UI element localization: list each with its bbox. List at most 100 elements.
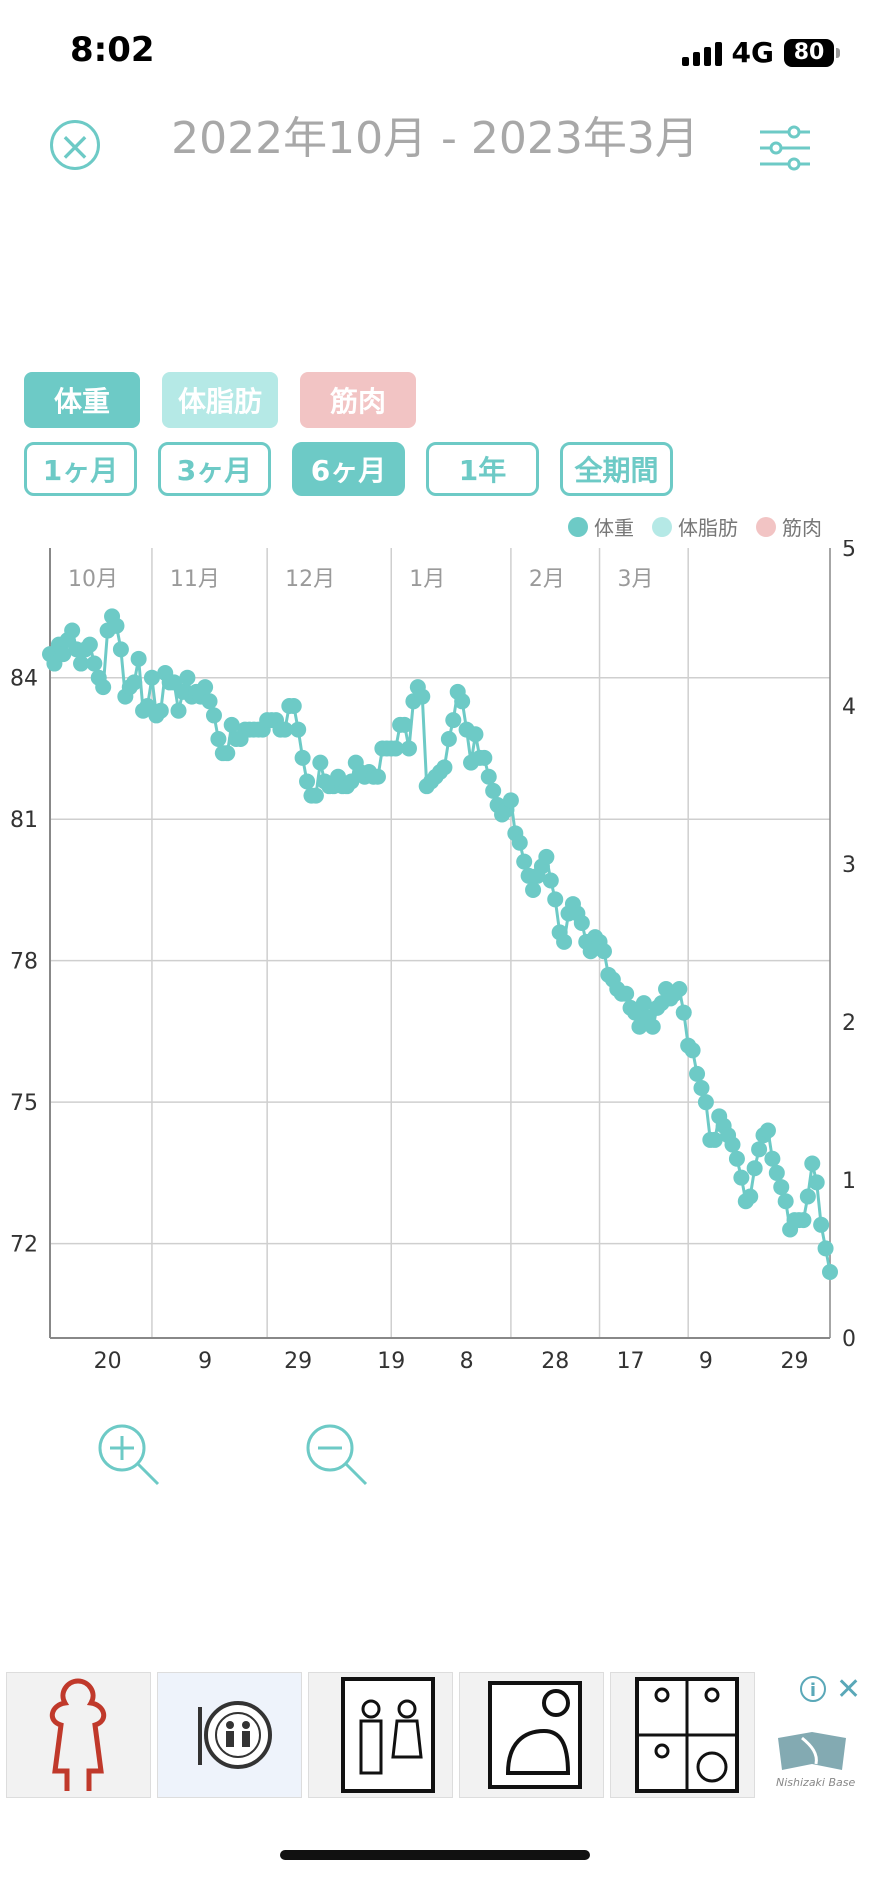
right-tick-label: 2 (842, 1011, 856, 1036)
period-6-months[interactable]: 6ヶ月 (292, 442, 405, 496)
data-point-weight (538, 848, 555, 865)
x-tick-label: 9 (198, 1349, 212, 1374)
month-label: 3月 (618, 567, 654, 592)
data-point-weight (294, 749, 311, 766)
ad-image-3[interactable] (308, 1672, 453, 1798)
ad-image-1[interactable] (6, 1672, 151, 1798)
ad-image-2[interactable] (157, 1672, 302, 1798)
filter-settings-icon[interactable] (758, 124, 812, 172)
data-point-weight (112, 641, 129, 658)
ad-image-4[interactable] (459, 1672, 604, 1798)
chip-muscle[interactable]: 筋肉 (300, 372, 416, 428)
data-point-weight (152, 702, 169, 719)
data-point-weight (179, 669, 196, 686)
zoom-in-icon[interactable] (94, 1420, 164, 1490)
close-button[interactable]: × (50, 120, 100, 170)
header: × 2022年10月 - 2023年3月 (0, 100, 870, 190)
data-point-weight (290, 721, 307, 738)
right-tick-label: 1 (842, 1169, 856, 1194)
data-point-weight (525, 881, 542, 898)
legend-label-weight: 体重 (594, 516, 634, 540)
data-point-weight (276, 721, 293, 738)
data-point-weight (436, 759, 453, 776)
data-point-weight (396, 716, 413, 733)
network-type: 4G (731, 36, 774, 69)
x-tick-label: 19 (377, 1349, 405, 1374)
data-point-weight (285, 698, 302, 714)
right-tick-label: 5 (842, 540, 856, 562)
zoom-out-icon[interactable] (302, 1420, 372, 1490)
data-point-weight (64, 622, 81, 639)
status-time: 8:02 (70, 30, 155, 70)
ad-brand-name: Nishizaki Base (776, 1776, 856, 1789)
period-3-months[interactable]: 3ヶ月 (158, 442, 271, 496)
chip-weight[interactable]: 体重 (24, 372, 140, 428)
data-point-weight (387, 740, 404, 757)
data-point-weight (706, 1131, 723, 1148)
month-label: 10月 (68, 567, 118, 592)
data-point-weight (480, 768, 497, 785)
data-point-weight (86, 655, 103, 672)
month-label: 11月 (170, 567, 220, 592)
data-point-weight (467, 726, 484, 743)
x-tick-label: 8 (460, 1349, 474, 1374)
weight-chart[interactable]: 10月 11月 12月 1月 2月 3月 84 81 78 75 72 5 4 3 2 1 0 20 9 29 19 8 2… (0, 540, 870, 1400)
month-label: 12月 (285, 567, 335, 592)
data-point-weight (143, 669, 160, 686)
data-point-weight (822, 1263, 838, 1280)
ad-close-icon[interactable]: ✕ (836, 1672, 862, 1707)
ad-info-icon[interactable]: i (800, 1676, 826, 1702)
period-all[interactable]: 全期間 (560, 442, 673, 496)
left-tick-label: 81 (10, 808, 38, 833)
ad-multi-sign-icon (635, 1677, 739, 1793)
data-point-weight (95, 679, 112, 696)
data-point-weight (108, 617, 125, 634)
data-point-weight (804, 1155, 821, 1172)
data-point-weight (205, 707, 222, 724)
data-point-weight (808, 1174, 825, 1191)
x-tick-label: 29 (284, 1349, 312, 1374)
legend-label-body-fat: 体脂肪 (678, 516, 738, 540)
data-point-weight (55, 646, 72, 663)
ad-image-5[interactable] (610, 1672, 755, 1798)
data-point-weight (201, 693, 218, 710)
data-point-weight (817, 1240, 834, 1257)
data-point-weight (440, 731, 457, 748)
data-point-weight (684, 1042, 701, 1059)
data-point-weight (369, 768, 386, 785)
status-bar: 8:02 4G 80 (0, 0, 870, 100)
data-point-weight (675, 1004, 692, 1021)
battery-icon: 80 (784, 38, 840, 67)
chip-body-fat[interactable]: 体脂肪 (162, 372, 278, 428)
ad-nursing-sign-icon (488, 1681, 582, 1789)
data-point-weight (210, 731, 227, 748)
status-indicators: 4G 80 (681, 36, 840, 69)
ad-figure-red-icon (49, 1678, 107, 1791)
data-point-weight (773, 1179, 790, 1196)
close-icon: × (58, 124, 92, 170)
period-1-month[interactable]: 1ヶ月 (24, 442, 137, 496)
period-1-year[interactable]: 1年 (426, 442, 539, 496)
x-tick-label: 9 (699, 1349, 713, 1374)
data-point-weight (542, 872, 559, 889)
x-tick-label: 28 (541, 1349, 569, 1374)
x-tick-label: 17 (617, 1349, 645, 1374)
data-point-weight (795, 1212, 812, 1229)
legend-dot-body-fat (652, 516, 672, 537)
right-tick-label: 3 (842, 853, 856, 878)
data-point-weight (400, 740, 417, 757)
ad-round-sign-icon (198, 1701, 272, 1769)
data-point-weight (746, 1160, 763, 1177)
data-point-weight (644, 1018, 661, 1035)
data-point-weight (130, 650, 147, 667)
data-point-weight (813, 1216, 830, 1233)
x-tick-label: 20 (94, 1349, 122, 1374)
data-point-weight (618, 985, 635, 1002)
ad-banner[interactable]: i ✕ Nishizaki Base (0, 1668, 870, 1803)
data-point-weight (219, 745, 236, 762)
data-point-weight (693, 1080, 710, 1097)
data-point-weight (511, 834, 528, 851)
data-point-weight (768, 1164, 785, 1181)
home-indicator (280, 1850, 590, 1860)
data-point-weight (635, 995, 652, 1012)
